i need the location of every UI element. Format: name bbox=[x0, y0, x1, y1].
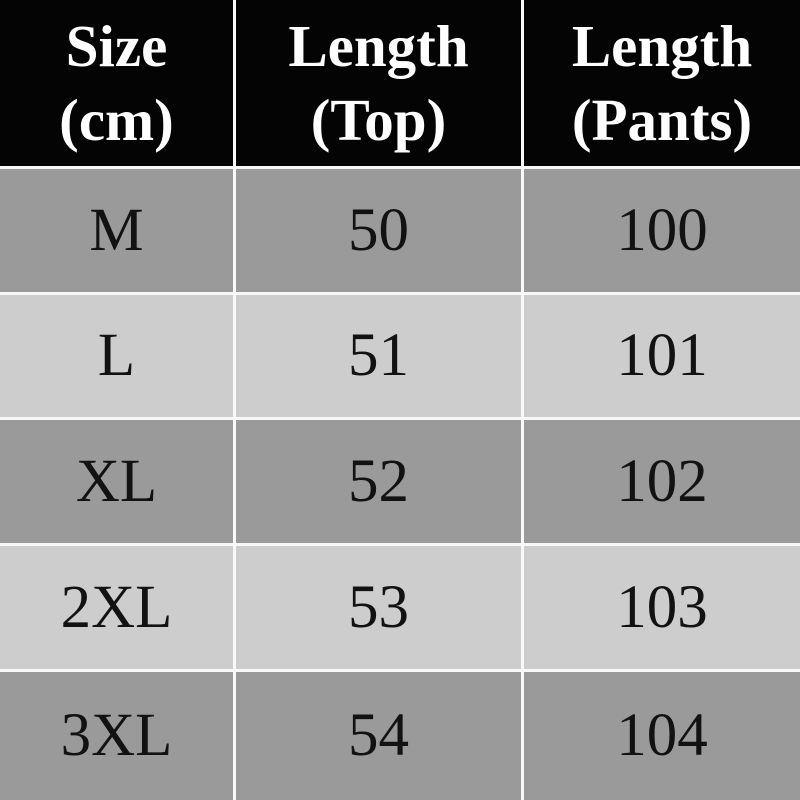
cell-pants-xl: 102 bbox=[524, 420, 800, 543]
header-length-top-line1: Length bbox=[288, 13, 469, 79]
header-length-pants-line1: Length bbox=[571, 13, 753, 79]
cell-top-m: 50 bbox=[236, 169, 521, 292]
header-cell-length-top: Length (Top) bbox=[236, 0, 521, 166]
header-cell-length-pants: Length (Pants) bbox=[524, 0, 800, 166]
cell-pants-3xl: 104 bbox=[524, 672, 800, 800]
cell-top-2xl: 53 bbox=[236, 546, 521, 669]
cell-top-l: 51 bbox=[236, 295, 521, 417]
cell-size-2xl: 2XL bbox=[0, 546, 233, 669]
cell-pants-m: 100 bbox=[524, 169, 800, 292]
cell-size-l: L bbox=[0, 295, 233, 417]
header-cell-size: Size (cm) bbox=[0, 0, 233, 166]
header-length-pants-line2: (Pants) bbox=[571, 87, 753, 153]
cell-size-xl: XL bbox=[0, 420, 233, 543]
cell-pants-2xl: 103 bbox=[524, 546, 800, 669]
header-length-top-line2: (Top) bbox=[310, 87, 447, 153]
cell-size-3xl: 3XL bbox=[0, 672, 233, 800]
cell-size-m: M bbox=[0, 169, 233, 292]
cell-top-xl: 52 bbox=[236, 420, 521, 543]
header-size-line1: Size bbox=[65, 13, 168, 79]
header-size-line2: (cm) bbox=[59, 87, 174, 153]
cell-top-3xl: 54 bbox=[236, 672, 521, 800]
cell-pants-l: 101 bbox=[524, 295, 800, 417]
